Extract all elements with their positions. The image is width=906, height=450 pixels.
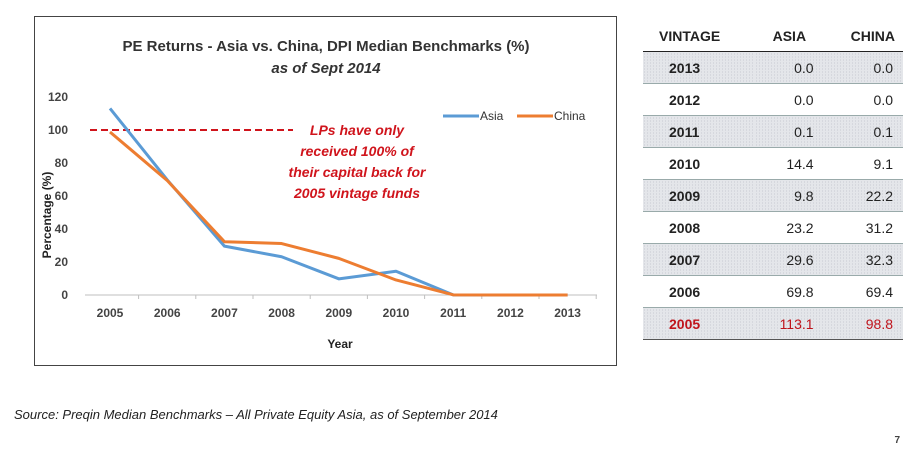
cell-vintage: 2005 (643, 307, 756, 340)
cell-asia: 9.8 (755, 179, 824, 212)
cell-china: 69.4 (823, 275, 903, 308)
cell-asia: 69.8 (755, 275, 824, 308)
cell-china: 0.1 (823, 115, 903, 148)
cell-asia: 29.6 (755, 243, 824, 276)
x-tick-label: 2010 (383, 306, 410, 320)
table-row: 2006 69.8 69.4 (643, 275, 903, 308)
cell-vintage: 2009 (643, 179, 756, 212)
cell-asia: 23.2 (755, 211, 824, 244)
annotation-line: their capital back for (289, 164, 427, 180)
table-row: 2010 14.4 9.1 (643, 147, 903, 180)
header-china: CHINA (823, 20, 903, 52)
x-tick-label: 2007 (211, 306, 238, 320)
chart-subtitle: as of Sept 2014 (271, 60, 381, 77)
cell-china: 0.0 (823, 51, 903, 84)
cell-vintage: 2013 (643, 51, 756, 84)
legend-label-asia: Asia (480, 109, 504, 123)
table-row: 2007 29.6 32.3 (643, 243, 903, 276)
y-tick-label: 100 (48, 123, 68, 137)
y-tick-label: 20 (55, 255, 69, 269)
cell-china: 32.3 (823, 243, 903, 276)
table-header-row: VINTAGE ASIA CHINA (643, 20, 903, 52)
cell-vintage: 2012 (643, 83, 756, 116)
vintage-table: VINTAGE ASIA CHINA 2013 0.0 0.0 2012 0.0 0.0 2… (643, 20, 903, 340)
cell-china: 31.2 (823, 211, 903, 244)
table-row: 2008 23.2 31.2 (643, 211, 903, 244)
table-row: 2009 9.8 22.2 (643, 179, 903, 212)
cell-china: 98.8 (823, 307, 903, 340)
x-tick-label: 2006 (154, 306, 181, 320)
cell-vintage: 2006 (643, 275, 756, 308)
cell-asia: 0.0 (755, 51, 824, 84)
x-tick-label: 2008 (268, 306, 295, 320)
cell-asia: 0.1 (755, 115, 824, 148)
cell-asia: 0.0 (755, 83, 824, 116)
cell-vintage: 2008 (643, 211, 756, 244)
header-asia: ASIA (755, 20, 824, 52)
x-tick-label: 2009 (325, 306, 352, 320)
y-tick-label: 0 (61, 288, 68, 302)
chart-title: PE Returns - Asia vs. China, DPI Median … (122, 38, 529, 55)
chart-panel: PE Returns - Asia vs. China, DPI Median … (34, 16, 617, 366)
x-axis-label: Year (327, 337, 353, 351)
y-tick-label: 40 (55, 222, 69, 236)
annotation-line: 2005 vintage funds (293, 185, 420, 201)
line-chart: PE Returns - Asia vs. China, DPI Median … (40, 38, 597, 351)
cell-china: 0.0 (823, 83, 903, 116)
x-tick-label: 2012 (497, 306, 524, 320)
x-tick-label: 2005 (97, 306, 124, 320)
cell-asia: 14.4 (755, 147, 824, 180)
x-tick-label: 2011 (440, 306, 466, 320)
y-tick-label: 120 (48, 90, 68, 104)
cell-vintage: 2011 (643, 115, 756, 148)
header-vintage: VINTAGE (643, 20, 756, 52)
table-row: 2011 0.1 0.1 (643, 115, 903, 148)
annotation-line: LPs have only (310, 122, 405, 138)
table-row: 2005 113.1 98.8 (643, 307, 903, 340)
y-tick-label: 80 (55, 156, 69, 170)
cell-asia: 113.1 (755, 307, 824, 340)
source-note: Source: Preqin Median Benchmarks – All P… (14, 407, 498, 422)
cell-china: 22.2 (823, 179, 903, 212)
page-number: 7 (894, 435, 900, 446)
annotation-line: received 100% of (300, 143, 415, 159)
y-tick-label: 60 (55, 189, 69, 203)
table-row: 2013 0.0 0.0 (643, 51, 903, 84)
cell-vintage: 2007 (643, 243, 756, 276)
x-tick-label: 2013 (554, 306, 581, 320)
y-axis-label: Percentage (%) (40, 172, 54, 259)
cell-china: 9.1 (823, 147, 903, 180)
series-line-china (109, 130, 568, 297)
legend-label-china: China (554, 109, 586, 123)
table-row: 2012 0.0 0.0 (643, 83, 903, 116)
cell-vintage: 2010 (643, 147, 756, 180)
